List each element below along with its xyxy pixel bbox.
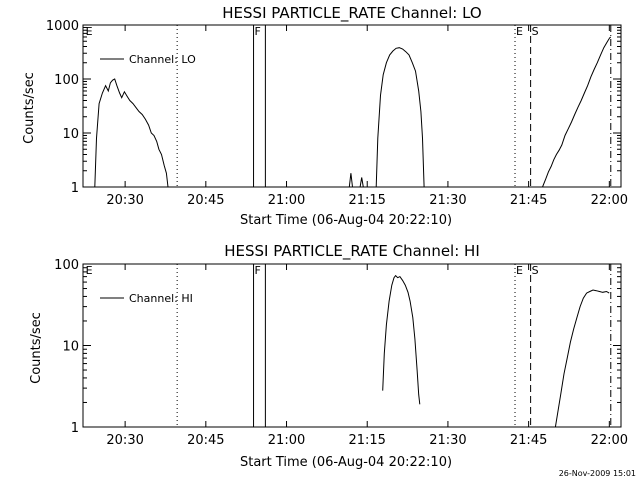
marker-label: F [255,25,261,38]
legend: Channel: LO [100,53,196,66]
marker-label: E [516,264,523,277]
marker-label: F [255,264,261,277]
timestamp-stamp: 26-Nov-2009 15:01 [559,469,636,478]
x-tick-labels: 20:30 20:45 21:00 21:15 21:30 21:45 22:00 [106,264,628,448]
marker-label: E [86,25,93,38]
marker-label: S [532,25,539,38]
x-tick-label: 21:15 [348,433,385,448]
x-tick-label: 21:45 [510,193,547,208]
series-line [554,289,610,428]
y-tick-label: 1 [71,421,79,436]
x-tick-labels: 20:30 20:45 21:00 21:15 21:30 21:45 22:00 [106,25,628,208]
series-lines [382,274,610,428]
chart-panel-hi: HESSI PARTICLE_RATE Channel: HI 20:30 20:… [29,242,628,470]
chart-title: HESSI PARTICLE_RATE Channel: HI [224,242,480,261]
x-axis-label: Start Time (06-Aug-04 20:22:10) [240,213,452,228]
y-tick-labels: 1 10 100 1000 [46,19,621,196]
x-tick-label: 20:30 [106,193,143,208]
y-tick-labels: 1 10 100 [54,258,621,436]
x-tick-label: 21:30 [429,433,466,448]
x-tick-label: 21:00 [268,433,305,448]
x-tick-label: 21:15 [348,193,385,208]
series-line [382,274,421,405]
marker-label: E [86,264,93,277]
marker-label: S [532,264,539,277]
x-axis-label: Start Time (06-Aug-04 20:22:10) [240,455,452,470]
x-tick-label: 22:00 [591,433,628,448]
series-line [375,47,425,188]
y-tick-label: 100 [54,73,79,88]
series-line [542,36,612,188]
legend-label: Channel: HI [129,292,193,305]
chart-panel-lo: HESSI PARTICLE_RATE Channel: LO 20:30 20:… [22,4,628,228]
series-lines [94,36,612,188]
x-tick-label: 22:00 [591,193,628,208]
marker-label: E [516,25,523,38]
chart-title: HESSI PARTICLE_RATE Channel: LO [222,4,481,23]
y-tick-label: 1000 [46,19,79,34]
x-tick-label: 21:45 [510,433,547,448]
series-line [359,177,364,188]
x-tick-label: 21:30 [429,193,466,208]
legend: Channel: HI [100,292,193,305]
x-tick-label: 21:00 [268,193,305,208]
x-tick-label: 20:45 [187,433,224,448]
x-tick-label: 20:30 [106,433,143,448]
y-tick-label: 1 [71,181,79,196]
y-tick-label: 10 [62,340,79,355]
series-line [348,173,353,188]
y-tick-label: 10 [62,127,79,142]
y-axis-label: Counts/sec [29,312,44,384]
plot-frame [82,263,622,428]
y-tick-label: 100 [54,258,79,273]
x-tick-label: 20:45 [187,193,224,208]
legend-label: Channel: LO [129,53,196,66]
series-line [94,78,169,188]
y-axis-label: Counts/sec [22,72,37,144]
